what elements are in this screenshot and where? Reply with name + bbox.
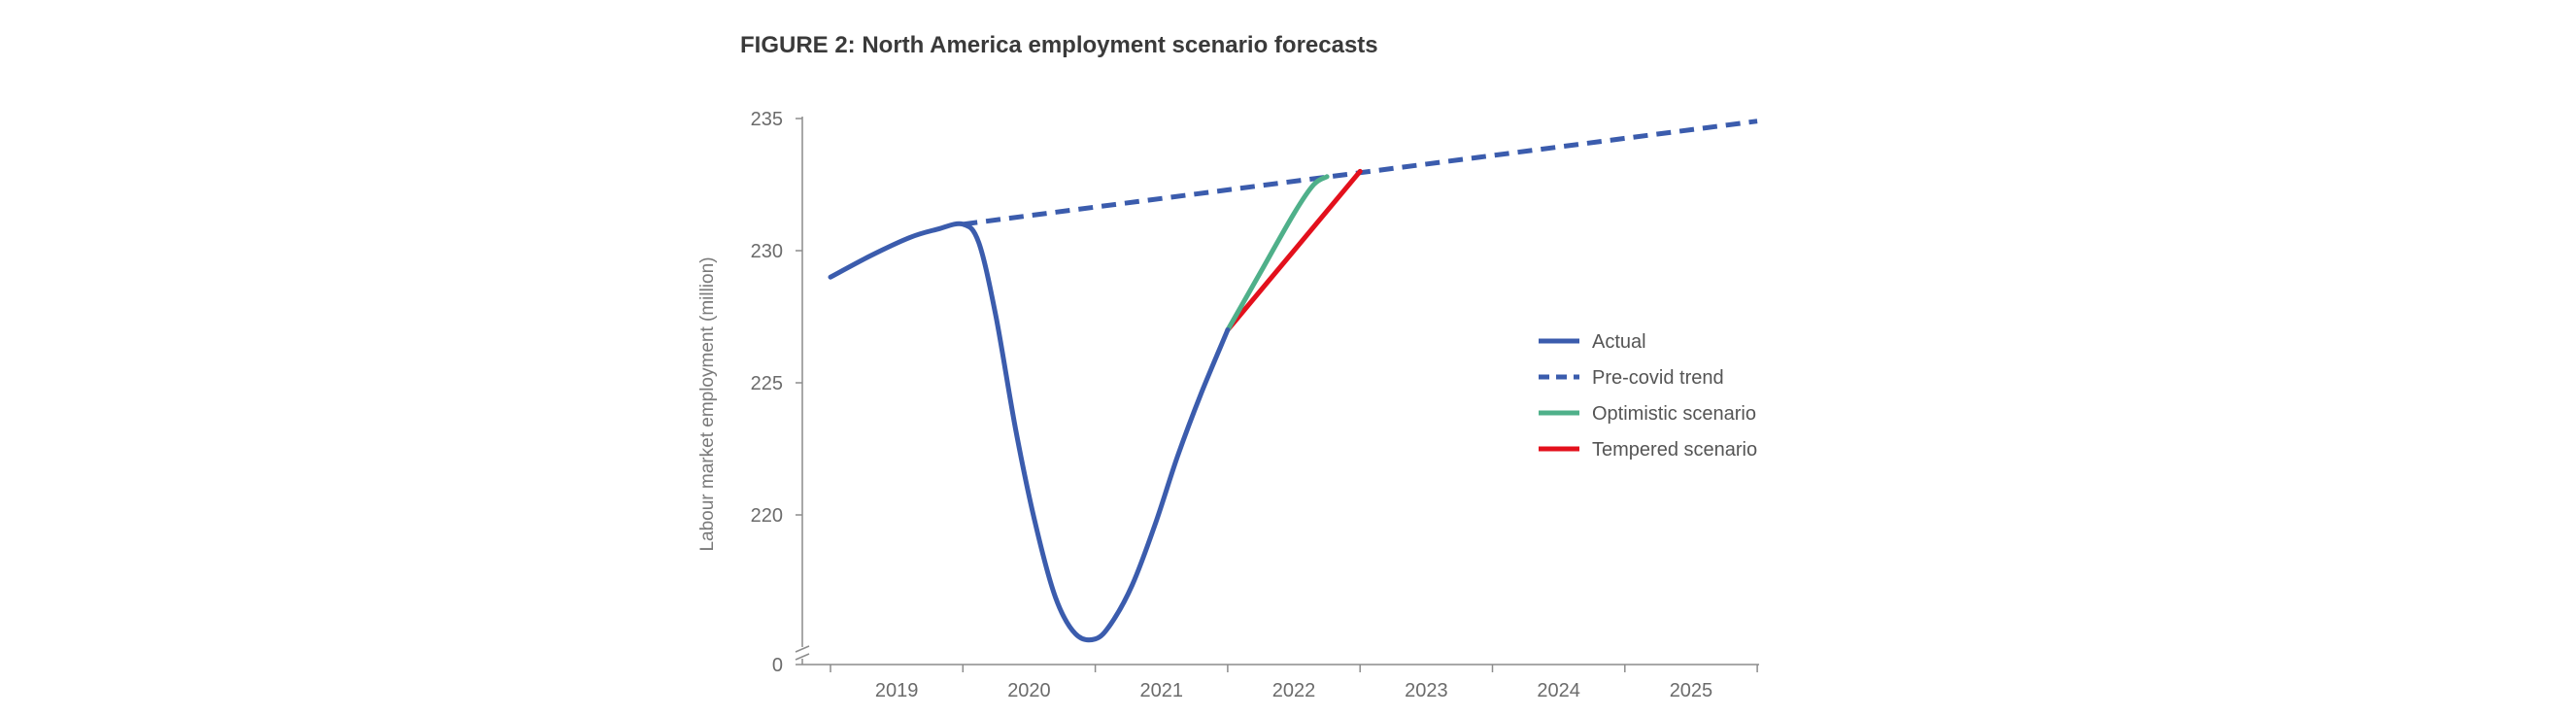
x-tick-label: 2022 bbox=[1272, 680, 1316, 701]
y-axis-title: Labour market employment (million) bbox=[697, 256, 718, 551]
series-line-optimistic-scenario bbox=[1225, 174, 1330, 333]
legend-label: Pre-covid trend bbox=[1592, 367, 1724, 389]
series-line-tempered-scenario bbox=[1225, 168, 1363, 333]
y-tick-label: 0 bbox=[772, 655, 783, 676]
x-tick-label: 2020 bbox=[1007, 680, 1051, 701]
y-tick-label: 225 bbox=[751, 373, 783, 394]
legend-label: Tempered scenario bbox=[1592, 439, 1757, 461]
x-tick-label: 2023 bbox=[1405, 680, 1448, 701]
x-axis: 2019 2020 2021 2022 2023 2024 2025 bbox=[802, 664, 1759, 701]
x-tick-label: 2024 bbox=[1537, 680, 1580, 701]
x-tick-label: 2021 bbox=[1140, 680, 1184, 701]
chart-title: FIGURE 2: North America employment scena… bbox=[740, 32, 1378, 58]
legend: Actual Pre-covid trend Optimistic scenario… bbox=[1539, 331, 1757, 461]
x-tick-label: 2019 bbox=[875, 680, 919, 701]
y-axis: 235 230 225 220 0 bbox=[751, 109, 810, 676]
y-axis-break-mark bbox=[795, 645, 810, 661]
y-tick-label: 235 bbox=[751, 109, 783, 130]
series-lines bbox=[828, 119, 1758, 643]
x-tick-label: 2025 bbox=[1670, 680, 1713, 701]
y-tick-label: 230 bbox=[751, 241, 783, 262]
legend-label: Optimistic scenario bbox=[1592, 403, 1756, 425]
series-line-actual bbox=[828, 221, 1231, 643]
legend-label: Actual bbox=[1592, 331, 1646, 353]
y-tick-label: 220 bbox=[751, 505, 783, 527]
